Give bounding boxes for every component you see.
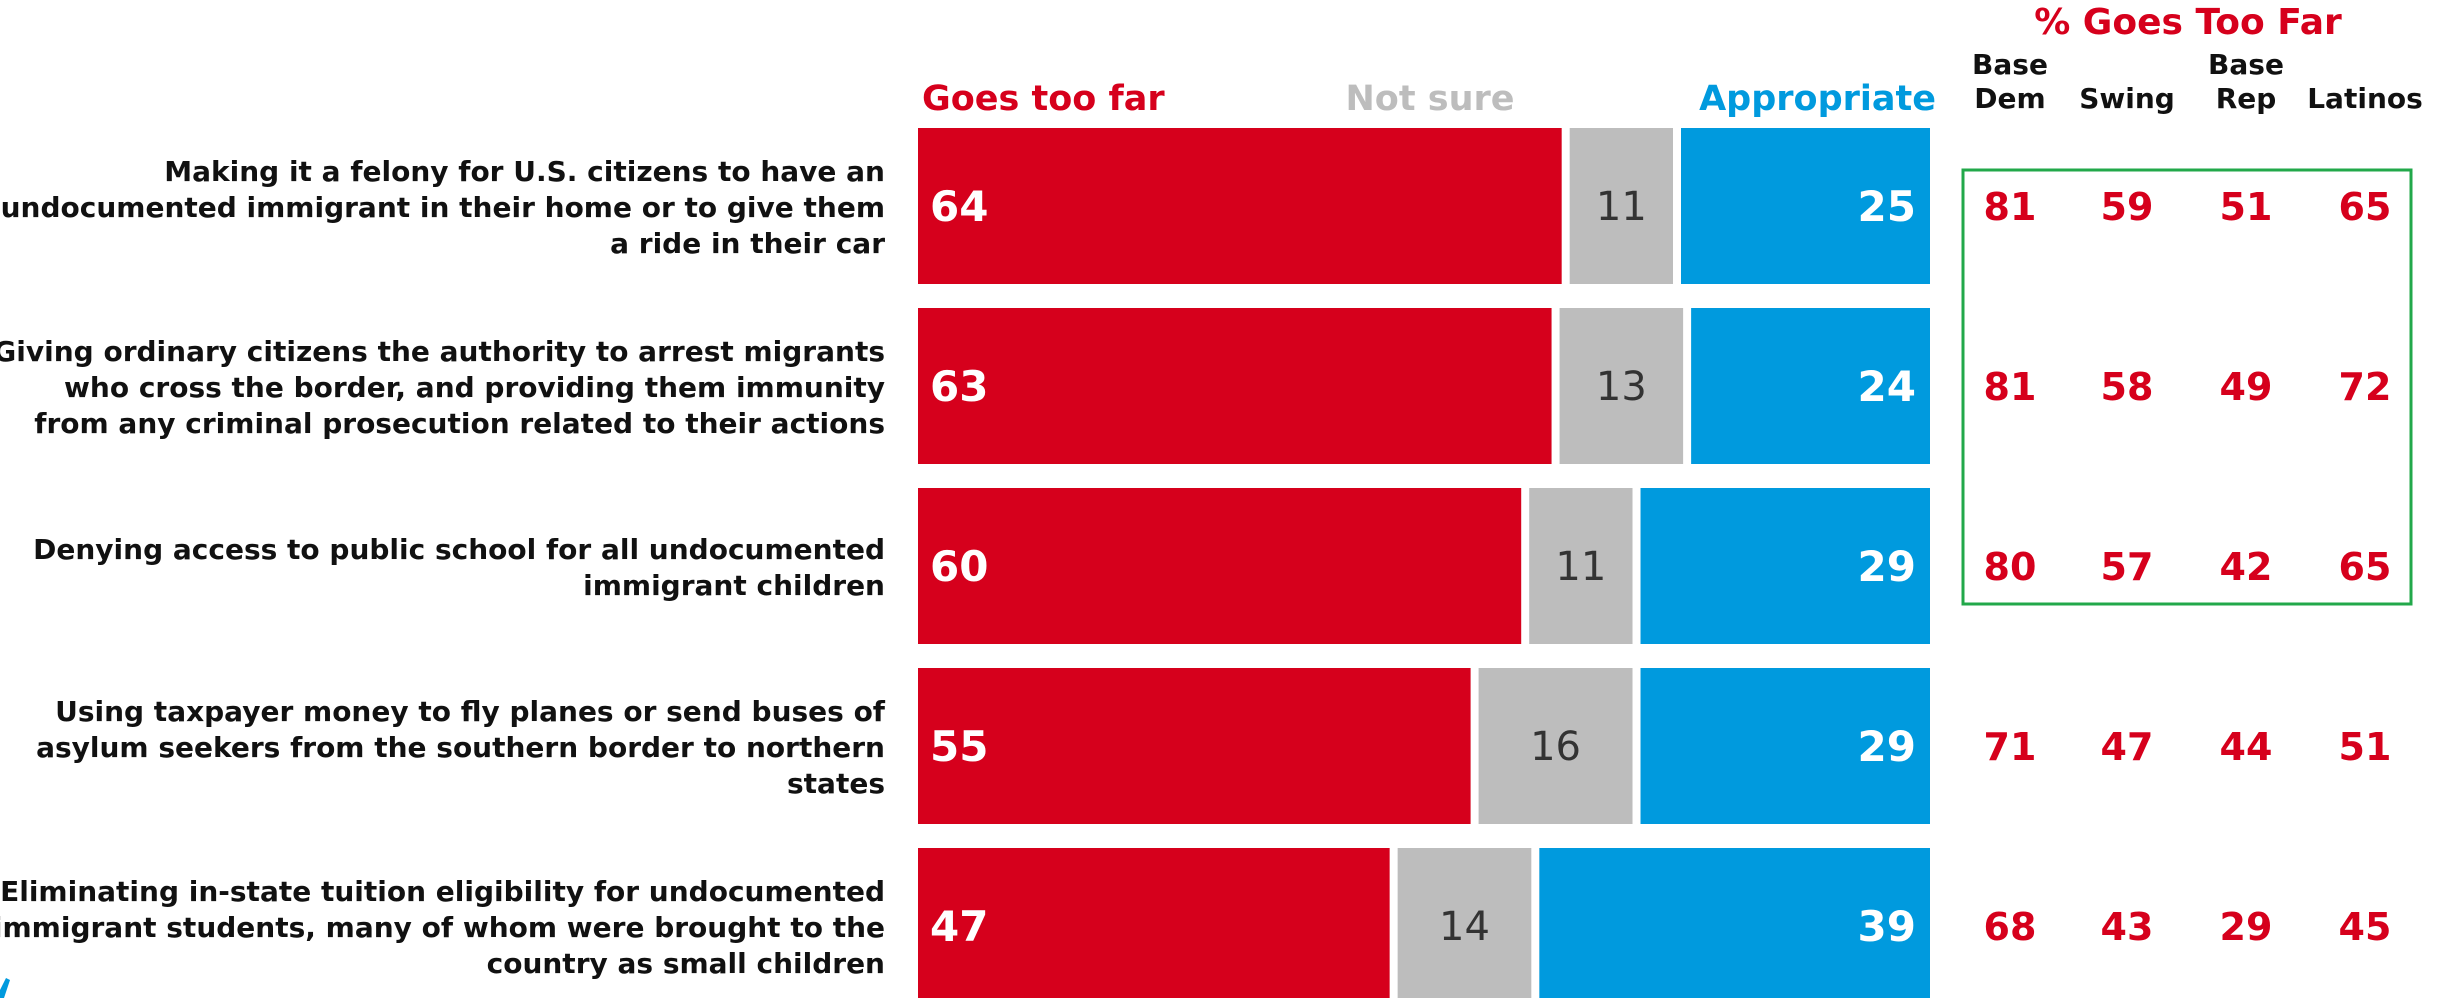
table-value: 71 — [1984, 725, 2037, 769]
table-value: 65 — [2339, 185, 2392, 229]
table-value: 51 — [2339, 725, 2392, 769]
bar-not-sure — [1478, 668, 1633, 824]
table-value: 51 — [2220, 185, 2273, 229]
table-value: 81 — [1984, 185, 2037, 229]
data-label-not-sure: 11 — [1555, 544, 1606, 590]
bar-appropriate — [1640, 668, 1930, 824]
category-label: Using taxpayer money to fly planes or se… — [55, 695, 886, 728]
bar-goes-too-far — [918, 128, 1562, 284]
table-column-header: Dem — [1974, 82, 2045, 115]
bar-goes-too-far — [918, 488, 1522, 644]
table-value: 45 — [2339, 905, 2392, 949]
category-label: from any criminal prosecution related to… — [34, 407, 885, 440]
category-label: country as small children — [487, 947, 885, 980]
table-value: 42 — [2220, 545, 2273, 589]
data-label-appropriate: 25 — [1858, 182, 1916, 231]
category-label: immigrant children — [583, 569, 885, 602]
table-column-header: Latinos — [2307, 82, 2423, 115]
table-column-header: Rep — [2216, 82, 2277, 115]
data-label-appropriate: 39 — [1858, 902, 1916, 951]
data-label-appropriate: 29 — [1858, 542, 1916, 591]
bar-appropriate — [1640, 488, 1930, 644]
legend-goes-too-far: Goes too far — [922, 79, 1165, 119]
data-label-not-sure: 14 — [1439, 904, 1490, 950]
category-label: immigrant students, many of whom were br… — [0, 911, 885, 944]
category-label: a ride in their car — [610, 227, 885, 260]
category-label: states — [787, 767, 885, 800]
category-label: asylum seekers from the southern border … — [36, 731, 885, 764]
table-column-header: Base — [2208, 48, 2284, 81]
category-label: undocumented immigrant in their home or … — [1, 191, 885, 224]
data-label-appropriate: 29 — [1858, 722, 1916, 771]
table-value: 58 — [2101, 365, 2154, 409]
cropped-logo-fragment — [0, 978, 10, 998]
data-label-goes-too-far: 55 — [930, 722, 988, 771]
table-value: 49 — [2220, 365, 2273, 409]
category-label: who cross the border, and providing them… — [64, 371, 885, 404]
table-value: 65 — [2339, 545, 2392, 589]
bar-goes-too-far — [918, 848, 1390, 998]
table-value: 47 — [2101, 725, 2154, 769]
table-value: 57 — [2101, 545, 2154, 589]
table-column-header: Base — [1972, 48, 2048, 81]
legend-appropriate: Appropriate — [1699, 79, 1936, 119]
table-value: 43 — [2101, 905, 2154, 949]
highlight-box — [1961, 168, 2413, 606]
table-column-header: Swing — [2079, 82, 2175, 115]
category-label: Eliminating in-state tuition eligibility… — [0, 875, 885, 908]
table-value: 29 — [2220, 905, 2273, 949]
data-label-not-sure: 13 — [1596, 364, 1647, 410]
bar-not-sure — [1569, 128, 1673, 284]
data-label-goes-too-far: 47 — [930, 902, 988, 951]
table-title: % Goes Too Far — [2034, 2, 2342, 43]
category-label: Making it a felony for U.S. citizens to … — [164, 155, 885, 188]
table-value: 72 — [2339, 365, 2392, 409]
data-label-not-sure: 16 — [1530, 724, 1581, 770]
table-value: 44 — [2220, 725, 2273, 769]
data-label-goes-too-far: 64 — [930, 182, 988, 231]
data-label-goes-too-far: 63 — [930, 362, 988, 411]
table-value: 81 — [1984, 365, 2037, 409]
table-value: 59 — [2101, 185, 2154, 229]
category-label: Giving ordinary citizens the authority t… — [0, 335, 885, 368]
category-label: Denying access to public school for all … — [33, 533, 885, 566]
bar-appropriate — [1681, 128, 1930, 284]
bar-not-sure — [1559, 308, 1684, 464]
data-label-goes-too-far: 60 — [930, 542, 988, 591]
table-value: 68 — [1984, 905, 2037, 949]
bar-not-sure — [1397, 848, 1532, 998]
bar-appropriate — [1539, 848, 1930, 998]
data-label-appropriate: 24 — [1858, 362, 1916, 411]
legend-not-sure: Not sure — [1345, 79, 1514, 119]
table-value: 80 — [1984, 545, 2037, 589]
bar-goes-too-far — [918, 308, 1552, 464]
bar-not-sure — [1529, 488, 1633, 644]
bar-appropriate — [1691, 308, 1930, 464]
data-label-not-sure: 11 — [1596, 184, 1647, 230]
bar-goes-too-far — [918, 668, 1471, 824]
